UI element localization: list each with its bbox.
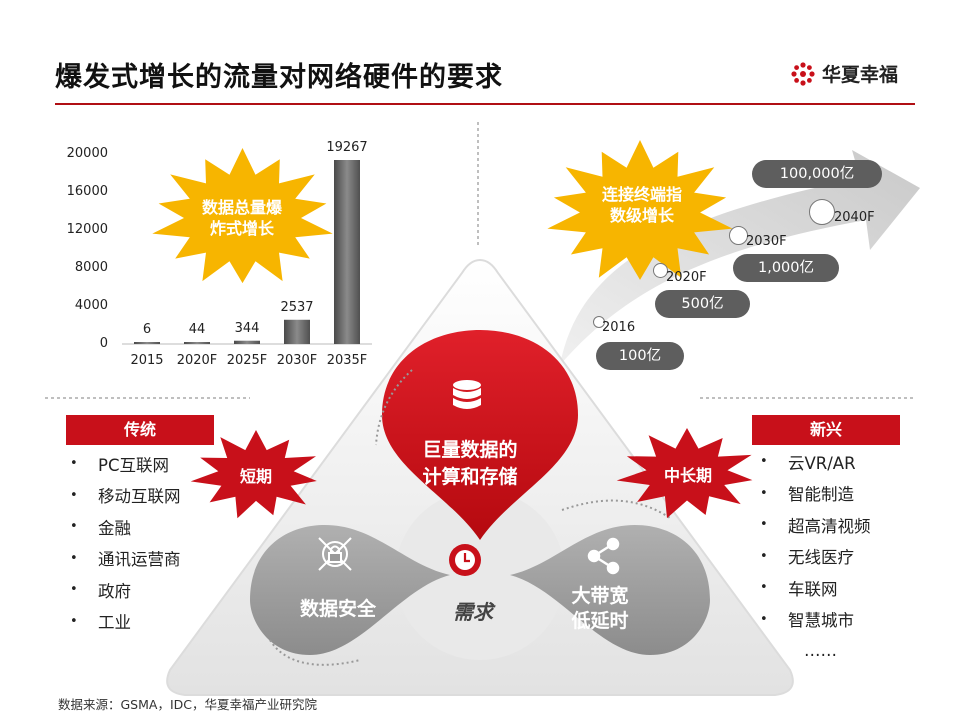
list-item-label: 通讯运营商 — [98, 550, 181, 570]
year-dot — [729, 226, 748, 245]
value-pill: 100亿 — [596, 342, 684, 370]
list-item-label: 无线医疗 — [788, 548, 854, 568]
year-label: 2020F — [666, 270, 707, 285]
emerging-badge: 新兴 — [752, 415, 900, 445]
list-item: • 政府 — [70, 574, 181, 606]
x-tick-label: 2030F — [276, 353, 318, 368]
list-item: • 超高清视频 — [760, 509, 871, 541]
label-line: 低延时 — [571, 610, 629, 632]
annotation-line: 连接终端指 — [601, 185, 682, 204]
year-dot — [593, 316, 605, 328]
data-security-label: 数据安全 — [299, 598, 376, 620]
list-item-label: 工业 — [98, 613, 131, 633]
demand-core-label: 需求 — [453, 600, 493, 624]
flower-logo-icon — [791, 61, 815, 86]
burst-long-term — [616, 428, 753, 519]
bar-chart — [122, 160, 372, 345]
year-label: 2016 — [602, 320, 636, 335]
y-tick: 8000 — [74, 260, 108, 275]
demand-triangle — [166, 258, 794, 696]
burst-connections-text: 连接终端指 数级增长 — [572, 184, 712, 226]
bar — [234, 340, 260, 344]
list-item-label: PC互联网 — [98, 455, 169, 475]
y-tick: 12000 — [66, 222, 108, 237]
list-item: • 通讯运营商 — [70, 543, 181, 575]
title-divider — [55, 103, 915, 105]
list-item-label: 移动互联网 — [98, 487, 181, 507]
bar-value-label: 2537 — [280, 299, 314, 315]
y-tick: 0 — [99, 336, 108, 351]
list-item: …… — [760, 635, 871, 667]
x-tick-label: 2015 — [130, 353, 164, 368]
label-line: 巨量数据的 — [422, 439, 518, 461]
list-item-label: 智慧城市 — [788, 611, 854, 631]
burst-connections — [547, 140, 733, 280]
burst-short-term — [190, 430, 317, 519]
year-dot — [809, 199, 835, 225]
bar — [134, 342, 160, 344]
list-item: • PC互联网 — [70, 448, 181, 480]
bar-value-label: 19267 — [326, 140, 368, 155]
list-item: • 智慧城市 — [760, 604, 871, 636]
brand-logo: 华夏幸福 — [790, 60, 898, 87]
y-tick: 4000 — [74, 298, 108, 313]
bar — [334, 160, 360, 344]
list-item-label: 车联网 — [788, 579, 838, 599]
long-term-label: 中长期 — [663, 466, 712, 485]
value-pill: 1,000亿 — [733, 254, 839, 282]
list-item: • 移动互联网 — [70, 480, 181, 512]
share-network-icon — [587, 537, 620, 575]
x-tick-label: 2025F — [226, 353, 268, 368]
bar-value-label: 44 — [188, 322, 206, 337]
list-item: • 金融 — [70, 511, 181, 543]
data-source-note: 数据来源：GSMA，IDC，华夏幸福产业研究院 — [58, 697, 317, 712]
bar-value-label: 6 — [142, 322, 152, 337]
list-item-label: 政府 — [98, 581, 131, 601]
x-tick-label: 2020F — [176, 353, 218, 368]
traditional-badge: 传统 — [66, 415, 214, 445]
brand-name: 华夏幸福 — [822, 64, 899, 86]
list-item: • 车联网 — [760, 572, 871, 604]
database-icon — [453, 380, 481, 409]
annotation-line: 数据总量爆 — [201, 198, 282, 217]
short-term-label: 短期 — [239, 467, 272, 486]
list-item-label: 云VR/AR — [788, 453, 856, 473]
year-label: 2040F — [834, 210, 875, 225]
list-item: • 智能制造 — [760, 478, 871, 510]
y-tick: 20000 — [66, 146, 108, 161]
year-label: 2030F — [746, 234, 787, 249]
burst-data-total-text: 数据总量爆 炸式增长 — [172, 197, 312, 239]
list-item: • 云VR/AR — [760, 446, 871, 478]
x-tick-label: 2035F — [326, 353, 368, 368]
list-item-label: 超高清视频 — [788, 516, 871, 536]
traditional-list: • PC互联网 • 移动互联网 • 金融 • 通讯运营商 • 政府 • 工业 — [70, 448, 181, 637]
label-line: 计算和存储 — [422, 466, 518, 488]
annotation-line: 数级增长 — [609, 206, 674, 225]
list-item: • 工业 — [70, 606, 181, 638]
list-item-label: …… — [804, 641, 837, 661]
compute-storage-label: 巨量数据的 计算和存储 — [400, 437, 540, 491]
list-item: • 无线医疗 — [760, 541, 871, 573]
bar-value-label: 344 — [234, 320, 260, 336]
value-pill: 500亿 — [655, 290, 750, 318]
year-dot — [653, 263, 668, 278]
label-line: 大带宽 — [571, 585, 629, 607]
emerging-list: • 云VR/AR • 智能制造 • 超高清视频 • 无线医疗 • 车联网 • 智慧城市 …… — [760, 446, 871, 667]
burst-data-total — [152, 148, 333, 284]
bar — [184, 342, 210, 344]
value-pill: 100,000亿 — [752, 160, 882, 188]
list-item-label: 智能制造 — [788, 485, 854, 505]
bandwidth-latency-label: 大带宽 低延时 — [550, 584, 650, 634]
page-title: 爆发式增长的流量对网络硬件的要求 — [55, 62, 503, 93]
bar — [284, 319, 310, 344]
security-lock-icon — [318, 537, 352, 571]
list-item-label: 金融 — [98, 518, 131, 538]
y-tick: 16000 — [66, 184, 108, 199]
annotation-line: 炸式增长 — [209, 219, 274, 238]
